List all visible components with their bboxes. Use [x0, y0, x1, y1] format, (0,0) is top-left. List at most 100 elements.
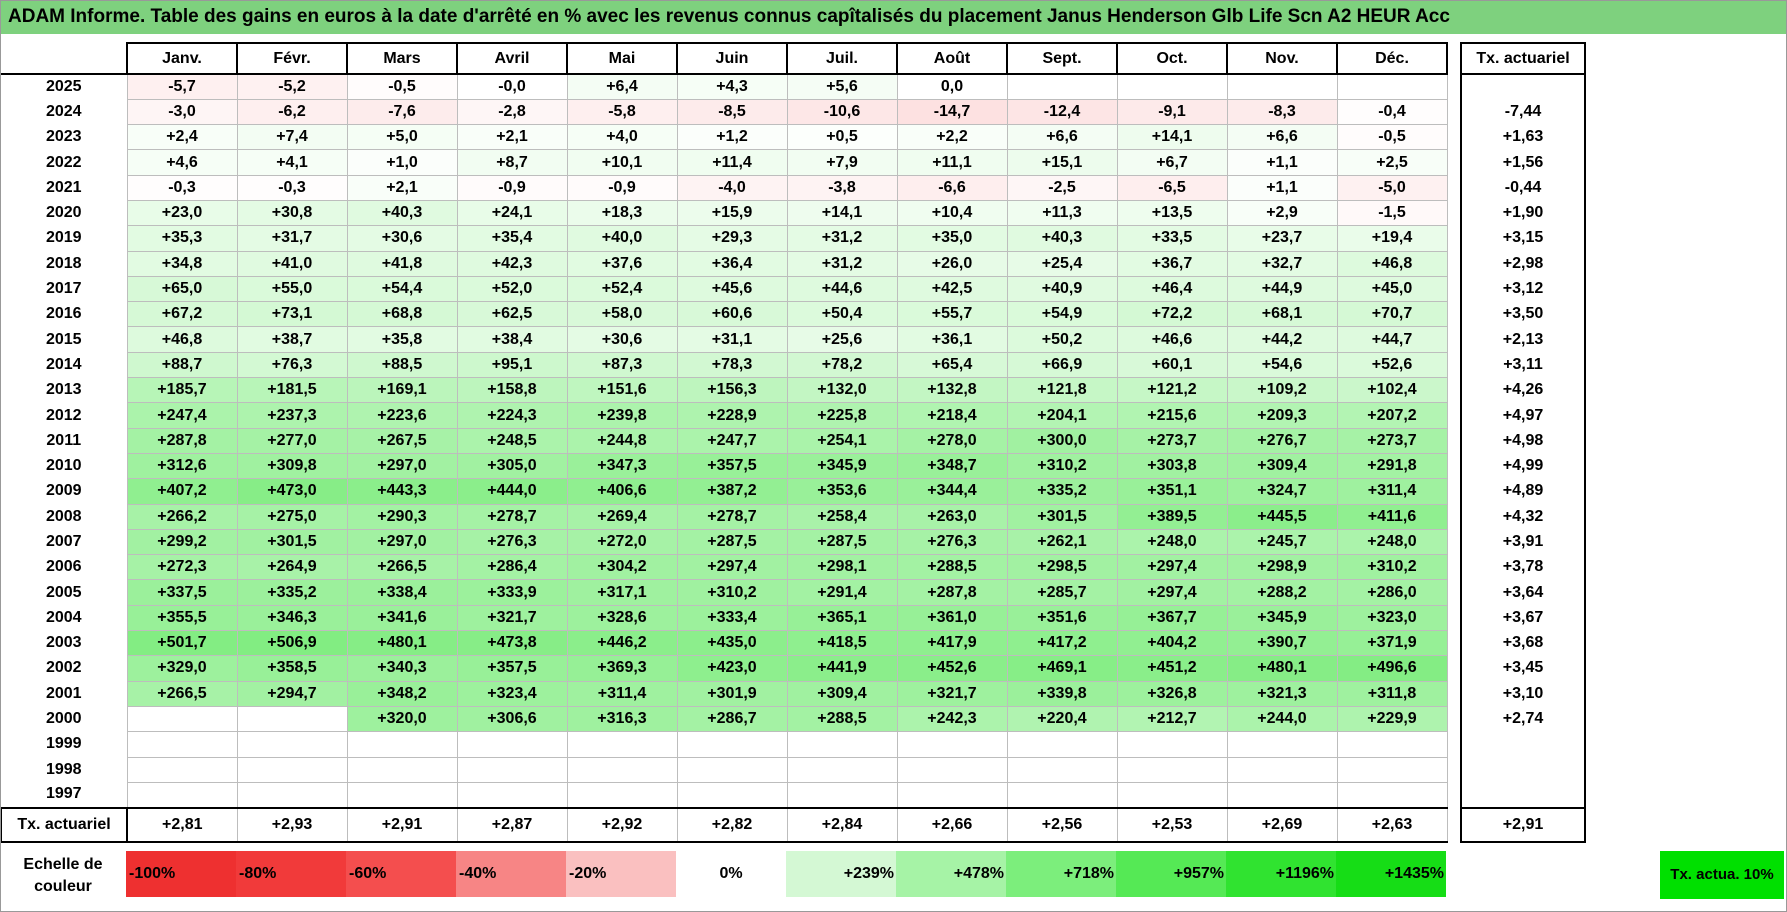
value-cell: +40,0 [566, 225, 678, 252]
value-cell: +32,7 [1226, 250, 1338, 277]
value-cell [1226, 756, 1338, 783]
tx-cell: +2,13 [1460, 326, 1586, 353]
value-cell: +310,2 [1336, 554, 1448, 581]
value-cell: +272,0 [566, 528, 678, 556]
value-cell: +7,4 [236, 124, 348, 151]
value-cell: +2,4 [126, 124, 238, 151]
month-header: Juin [676, 42, 788, 75]
value-cell: -5,7 [126, 72, 238, 100]
value-cell: +358,5 [236, 655, 348, 682]
year-label: 2020 [45, 204, 82, 222]
value-cell: +273,7 [1336, 427, 1448, 454]
value-cell: +35,3 [126, 225, 238, 252]
scale-swatch: +239% [786, 851, 896, 897]
value-cell: +346,3 [236, 604, 348, 632]
value-cell: +6,6 [1226, 124, 1338, 151]
tx-cell: -0,44 [1460, 175, 1586, 201]
table-row: 2014 +88,7 +76,3 +88,5 +95,1 +87,3 +78,3 +78,2 +… [1, 351, 1586, 379]
tx-cell: +3,91 [1460, 529, 1586, 555]
value-cell [1006, 756, 1118, 783]
value-cell: +25,6 [786, 326, 898, 353]
scale-swatch: -20% [566, 851, 676, 897]
value-cell: -0,5 [346, 72, 458, 100]
value-cell: +287,5 [786, 528, 898, 556]
value-cell: +312,6 [126, 452, 238, 480]
table-row: 2021 -0,3 -0,3 +2,1 -0,9 -0,9 -4,0 -3,8 -6,6 -2,5… [1, 174, 1586, 201]
year-label: 1997 [45, 785, 82, 803]
tx-cell: -7,44 [1460, 99, 1586, 125]
value-cell: +10,1 [566, 149, 678, 176]
value-cell: +11,4 [676, 149, 788, 176]
value-cell: +445,5 [1226, 503, 1338, 530]
value-cell: +348,7 [896, 452, 1008, 480]
scale-swatch: -60% [346, 851, 456, 897]
row-gap [1447, 554, 1461, 580]
value-cell: +23,7 [1226, 225, 1338, 252]
value-cell: +37,6 [566, 250, 678, 277]
value-cell: +387,2 [676, 478, 788, 505]
value-cell: +44,2 [1226, 326, 1338, 353]
value-cell: +287,8 [126, 427, 238, 454]
value-cell: +473,8 [456, 630, 568, 657]
value-cell: +347,3 [566, 452, 678, 480]
tx-cell: +2,98 [1460, 251, 1586, 277]
value-cell: +418,5 [786, 630, 898, 657]
value-cell: +298,1 [786, 554, 898, 581]
value-cell: +6,6 [1006, 124, 1118, 151]
value-cell: +496,6 [1336, 655, 1448, 682]
year-label: 2004 [45, 608, 82, 626]
value-cell: +309,4 [1226, 452, 1338, 480]
tx-cell: +1,56 [1460, 149, 1586, 176]
value-cell: +7,9 [786, 149, 898, 176]
value-cell: -0,4 [1336, 98, 1448, 126]
value-cell [1226, 72, 1338, 100]
footer-value: +2,66 [896, 806, 1008, 843]
value-cell: +45,6 [676, 275, 788, 303]
value-cell: +4,3 [676, 72, 788, 100]
year-label: 2013 [45, 381, 82, 399]
value-cell: +287,8 [896, 579, 1008, 606]
tx-cell [1460, 731, 1586, 758]
value-cell: +278,0 [896, 427, 1008, 454]
value-cell: +224,3 [456, 402, 568, 429]
value-cell: +320,0 [346, 705, 458, 733]
value-cell: +311,4 [566, 680, 678, 707]
header-gap [1447, 43, 1461, 74]
value-cell: +338,4 [346, 579, 458, 606]
row-gap [1447, 74, 1461, 100]
value-cell: -6,6 [896, 174, 1008, 201]
value-cell [236, 705, 348, 733]
row-gap [1447, 402, 1461, 429]
value-cell: +329,0 [126, 655, 238, 682]
value-cell [676, 731, 788, 758]
value-cell: +269,4 [566, 503, 678, 530]
value-cell: +11,1 [896, 149, 1008, 176]
value-cell [1116, 731, 1228, 758]
value-cell [1116, 756, 1228, 783]
footer-gap [1447, 807, 1461, 842]
year-label: 2023 [45, 128, 82, 146]
value-cell [566, 731, 678, 758]
tx-cell: +4,98 [1460, 428, 1586, 454]
value-cell: -6,5 [1116, 174, 1228, 201]
scale-swatch: 0% [676, 851, 786, 897]
value-cell [1336, 72, 1448, 100]
value-cell: +317,1 [566, 579, 678, 606]
value-cell: +225,8 [786, 402, 898, 429]
value-cell [126, 781, 238, 809]
year-label: 2015 [45, 330, 82, 348]
value-cell: +369,3 [566, 655, 678, 682]
tx-cell: +4,99 [1460, 453, 1586, 479]
value-cell [126, 731, 238, 758]
year-label: 2002 [45, 659, 82, 677]
footer-value: +2,63 [1336, 806, 1448, 843]
value-cell: +276,3 [456, 528, 568, 556]
month-header: Mars [346, 42, 458, 75]
value-cell: +38,4 [456, 326, 568, 353]
value-cell: +321,7 [896, 680, 1008, 707]
value-cell: +276,3 [896, 528, 1008, 556]
header-row: Janv. Févr. Mars Avril Mai Juin Juil. Août Sept.… [1, 42, 1586, 75]
value-cell: +345,9 [1226, 604, 1338, 632]
value-cell: +35,0 [896, 225, 1008, 252]
tx-header: Tx. actuariel [1460, 42, 1586, 75]
